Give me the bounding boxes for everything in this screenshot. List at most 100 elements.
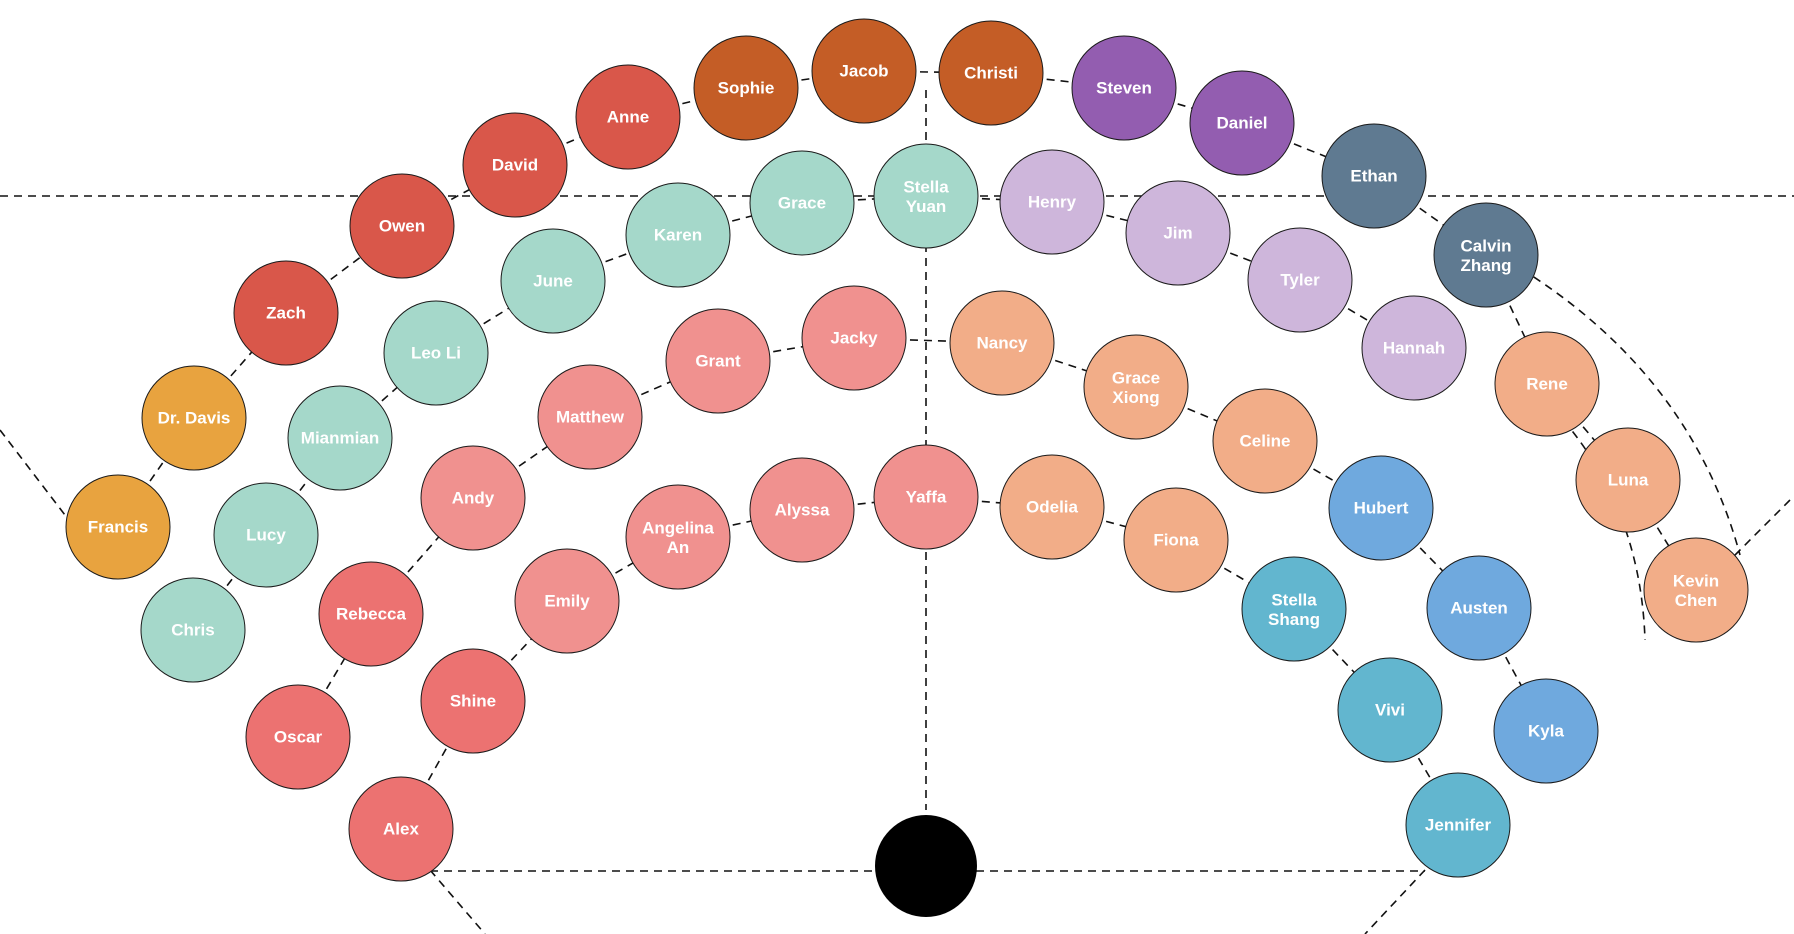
- seat-label: Emily: [544, 592, 590, 611]
- seat-vivi: Vivi: [1337, 657, 1443, 763]
- seat-anne: Anne: [575, 64, 681, 170]
- seat-label: Jacob: [839, 62, 888, 81]
- seat-circle: [801, 285, 907, 391]
- seat-label: Leo Li: [411, 344, 461, 363]
- seat-label: David: [492, 156, 538, 175]
- seat-jim: Jim: [1125, 180, 1231, 286]
- seat-label: Karen: [654, 226, 702, 245]
- seat-christi: Christi: [938, 20, 1044, 126]
- seat-circle: [141, 365, 247, 471]
- row-third: Oscar Rebecca Andy Matthew Grant Jacky Nancy Gr…: [245, 285, 1599, 790]
- seat-circle: [1189, 70, 1295, 176]
- seat-label: Grace: [778, 194, 826, 213]
- seat-circle: [625, 484, 731, 590]
- seat-label: Steven: [1096, 79, 1152, 98]
- seat-sophie: Sophie: [693, 35, 799, 141]
- center-dot: [875, 815, 977, 917]
- seat-david: David: [462, 112, 568, 218]
- seat-grace-xiong: Grace Xiong: [1083, 334, 1189, 440]
- guide-line: [429, 869, 486, 934]
- seat-circle: [938, 20, 1044, 126]
- seat-oscar: Oscar: [245, 684, 351, 790]
- seat-circle: [1426, 555, 1532, 661]
- seat-luna: Luna: [1575, 427, 1681, 533]
- seat-label: June: [533, 272, 573, 291]
- seat-fiona: Fiona: [1123, 487, 1229, 593]
- seat-karen: Karen: [625, 182, 731, 288]
- seat-label: Stella Yuan: [903, 177, 949, 216]
- seat-label: Shine: [450, 692, 496, 711]
- seat-label: Alex: [383, 820, 419, 839]
- seat-steven: Steven: [1071, 35, 1177, 141]
- seat-label: Chris: [171, 621, 214, 640]
- seat-circle: [1212, 388, 1318, 494]
- seat-jacky: Jacky: [801, 285, 907, 391]
- seat-label: Lucy: [246, 526, 286, 545]
- seat-label: Christi: [964, 64, 1018, 83]
- seat-label: Ethan: [1350, 167, 1397, 186]
- seat-label: Jim: [1163, 224, 1192, 243]
- seat-circle: [233, 260, 339, 366]
- seat-circle: [140, 577, 246, 683]
- seat-austen: Austen: [1426, 555, 1532, 661]
- seat-circle: [575, 64, 681, 170]
- seat-chris: Chris: [140, 577, 246, 683]
- seat-grace: Grace: [749, 150, 855, 256]
- seat-circle: [287, 385, 393, 491]
- seat-circle: [1247, 227, 1353, 333]
- seat-circle: [420, 445, 526, 551]
- seat-june: June: [500, 228, 606, 334]
- seat-circle: [1643, 537, 1749, 643]
- seat-label: Odelia: [1026, 498, 1079, 517]
- seat-matthew: Matthew: [537, 364, 643, 470]
- seat-henry: Henry: [999, 149, 1105, 255]
- seat-jennifer: Jennifer: [1405, 772, 1511, 878]
- seat-dr-davis: Dr. Davis: [141, 365, 247, 471]
- seat-label: Matthew: [556, 408, 625, 427]
- seat-label: Mianmian: [301, 429, 379, 448]
- seat-ethan: Ethan: [1321, 123, 1427, 229]
- seat-grant: Grant: [665, 308, 771, 414]
- seat-calvin-zhang: Calvin Zhang: [1433, 202, 1539, 308]
- seat-circle: [693, 35, 799, 141]
- seat-hubert: Hubert: [1328, 455, 1434, 561]
- seat-alyssa: Alyssa: [749, 457, 855, 563]
- row-outer: Francis Dr. Davis Zach Owen David Anne Sophie J…: [65, 18, 1749, 643]
- seat-label: Zach: [266, 304, 306, 323]
- seat-circle: [665, 308, 771, 414]
- seat-circle: [949, 290, 1055, 396]
- seat-emily: Emily: [514, 548, 620, 654]
- seat-stella-shang: Stella Shang: [1241, 556, 1347, 662]
- seat-label: Oscar: [274, 728, 323, 747]
- seat-label: Fiona: [1153, 531, 1199, 550]
- seat-circle: [245, 684, 351, 790]
- seat-circle: [811, 18, 917, 124]
- seat-francis: Francis: [65, 474, 171, 580]
- seat-circle: [1575, 427, 1681, 533]
- seat-nancy: Nancy: [949, 290, 1055, 396]
- row-inner: Alex Shine Emily Angelina An Alyssa Yaffa Odeli…: [348, 444, 1511, 882]
- seat-circle: [625, 182, 731, 288]
- seat-celine: Celine: [1212, 388, 1318, 494]
- seat-label: Austen: [1450, 599, 1508, 618]
- seat-circle: [348, 776, 454, 882]
- seat-circle: [1241, 556, 1347, 662]
- seat-odelia: Odelia: [999, 454, 1105, 560]
- seat-leo-li: Leo Li: [383, 300, 489, 406]
- seat-mianmian: Mianmian: [287, 385, 393, 491]
- seat-label: Kevin Chen: [1673, 571, 1719, 610]
- seat-label: Nancy: [976, 334, 1028, 353]
- seat-alex: Alex: [348, 776, 454, 882]
- seat-circle: [383, 300, 489, 406]
- seat-circle: [1083, 334, 1189, 440]
- seat-owen: Owen: [349, 173, 455, 279]
- seat-circle: [1433, 202, 1539, 308]
- seat-circle: [1328, 455, 1434, 561]
- seat-label: Rene: [1526, 375, 1568, 394]
- seat-circle: [873, 444, 979, 550]
- seat-label: Rebecca: [336, 605, 406, 624]
- seat-circle: [1071, 35, 1177, 141]
- seat-kyla: Kyla: [1493, 678, 1599, 784]
- seat-connector: [400, 700, 474, 830]
